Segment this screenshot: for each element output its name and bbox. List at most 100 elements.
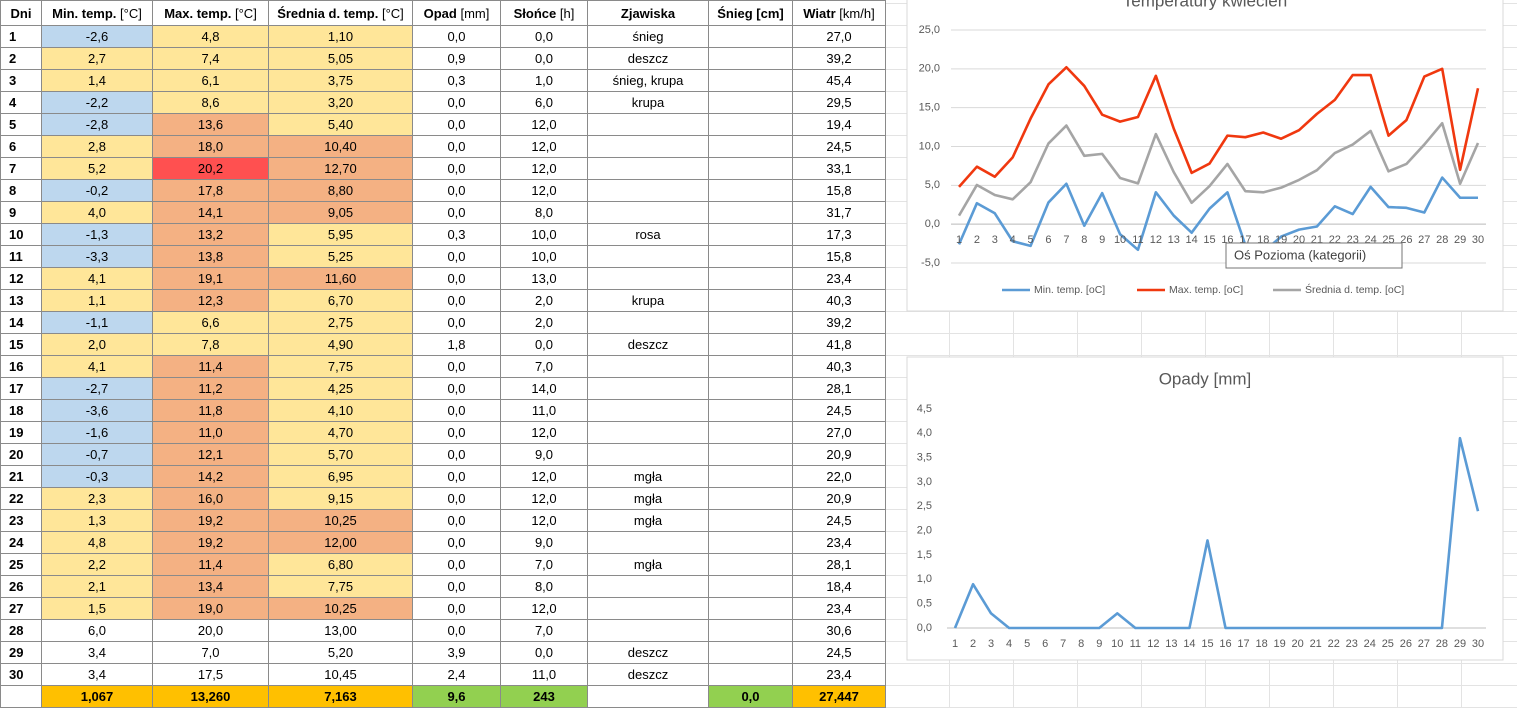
y-tick-label: 15,0 [919,102,940,114]
cell: 0,0 [412,113,501,136]
cell: 2,75 [268,311,413,334]
series-line [957,121,1480,217]
data-row: 10 -1,3 13,2 5,95 0,3 10,0 rosa 17,3 [0,223,886,246]
cell: 28,1 [792,553,886,576]
cell: 6,80 [268,553,413,576]
header-name: Wiatr [803,5,836,21]
tooltip-box [1225,242,1403,269]
x-tick-label: 28 [1436,638,1448,650]
cell: 7,0 [152,641,269,664]
x-tick-label: 27 [1418,234,1430,246]
x-tick-label: 11 [1130,638,1141,650]
header-cell: Średnia d. temp. [°C] [268,0,413,26]
cell: 1,3 [41,509,153,532]
cell: 5,25 [268,245,413,268]
x-tick-label: 9 [1099,234,1105,246]
x-tick-label: 30 [1472,234,1484,246]
cell: mgła [587,465,709,488]
cell: 12,1 [152,443,269,466]
data-row: 27 1,5 19,0 10,25 0,0 12,0 23,4 [0,597,886,620]
x-tick-label: 13 [1165,638,1177,650]
cell: 19,1 [152,267,269,290]
cell: 8,6 [152,91,269,114]
data-row: 19 -1,6 11,0 4,70 0,0 12,0 27,0 [0,421,886,444]
cell: 1,5 [41,597,153,620]
cell: 2,2 [41,553,153,576]
data-row: 15 2,0 7,8 4,90 1,8 0,0 deszcz 41,8 [0,333,886,356]
header-name: Min. temp. [52,5,117,21]
y-tick-label: -5,0 [921,257,940,269]
x-tick-label: 13 [1168,234,1180,246]
x-tick-label: 15 [1201,638,1213,650]
cell: 8,0 [500,575,588,598]
x-tick-label: 9 [1096,638,1102,650]
cell: 40,3 [792,289,886,312]
data-row: 8 -0,2 17,8 8,80 0,0 12,0 15,8 [0,179,886,202]
cell: 23 [0,509,42,532]
cell: 16,0 [152,487,269,510]
cell: 24 [0,531,42,554]
y-tick-label: 2,0 [917,525,932,537]
cell: 5,95 [268,223,413,246]
x-tick-label: 1 [952,638,958,650]
data-row: 12 4,1 19,1 11,60 0,0 13,0 23,4 [0,267,886,290]
data-row: 26 2,1 13,4 7,75 0,0 8,0 18,4 [0,575,886,598]
y-tick-label: 1,5 [917,549,932,561]
header-unit: [°C] [120,5,142,21]
cell: 15 [0,333,42,356]
spreadsheet: Dni Min. temp. [°C] Max. temp. [°C] Średnia… [0,0,886,708]
x-tick-label: 22 [1328,638,1340,650]
cell: 11,0 [152,421,269,444]
cell: 22,0 [792,465,886,488]
y-tick-label: 1,0 [917,573,932,585]
cell: 24,5 [792,509,886,532]
cell: 0,0 [412,245,501,268]
legend-label: Max. temp. [oC] [1169,284,1243,296]
legend-label: Średnia d. temp. [oC] [1305,283,1404,296]
cell: 5,40 [268,113,413,136]
header-unit: [h] [559,5,575,21]
cell: -1,1 [41,311,153,334]
cell: -3,6 [41,399,153,422]
header-name: Śnieg [cm] [717,5,784,21]
cell: 39,2 [792,311,886,334]
x-tick-label: 14 [1183,638,1195,650]
x-tick-label: 18 [1255,638,1267,650]
header-cell: Dni [0,0,42,26]
cell: -2,8 [41,113,153,136]
data-row: 7 5,2 20,2 12,70 0,0 12,0 33,1 [0,157,886,180]
data-row: 21 -0,3 14,2 6,95 0,0 12,0 mgła 22,0 [0,465,886,488]
header-cell: Opad [mm] [412,0,501,26]
data-row: 16 4,1 11,4 7,75 0,0 7,0 40,3 [0,355,886,378]
x-tick-label: 5 [1028,234,1034,246]
x-tick-label: 12 [1150,234,1162,246]
total-cell: 0,0 [708,685,793,708]
cell: 13,4 [152,575,269,598]
chart-title: Opady [mm] [1159,369,1252,388]
data-row: 18 -3,6 11,8 4,10 0,0 11,0 24,5 [0,399,886,422]
cell: 4,0 [41,201,153,224]
data-row: 3 1,4 6,1 3,75 0,3 1,0 śnieg, krupa 45,4 [0,69,886,92]
cell: 18 [0,399,42,422]
x-tick-label: 29 [1454,638,1466,650]
x-tick-label: 20 [1292,638,1304,650]
cell: -0,7 [41,443,153,466]
x-tick-label: 10 [1111,638,1123,650]
cell: 1,10 [268,25,413,48]
cell: -1,6 [41,421,153,444]
cell: 0,0 [412,135,501,158]
cell: 4,10 [268,399,413,422]
total-cell: 1,067 [41,685,153,708]
header-name: Opad [423,5,457,21]
cell: 4,25 [268,377,413,400]
legend-label: Min. temp. [oC] [1034,284,1105,296]
tooltip-text: Oś Pozioma (kategorii) [1234,247,1366,262]
cell: 28,1 [792,377,886,400]
x-tick-label: 17 [1237,638,1249,650]
cell: 12,0 [500,179,588,202]
series-line [957,176,1478,254]
y-tick-label: 2,5 [917,500,932,512]
header-unit: [km/h] [839,5,875,21]
x-tick-label: 2 [970,638,976,650]
